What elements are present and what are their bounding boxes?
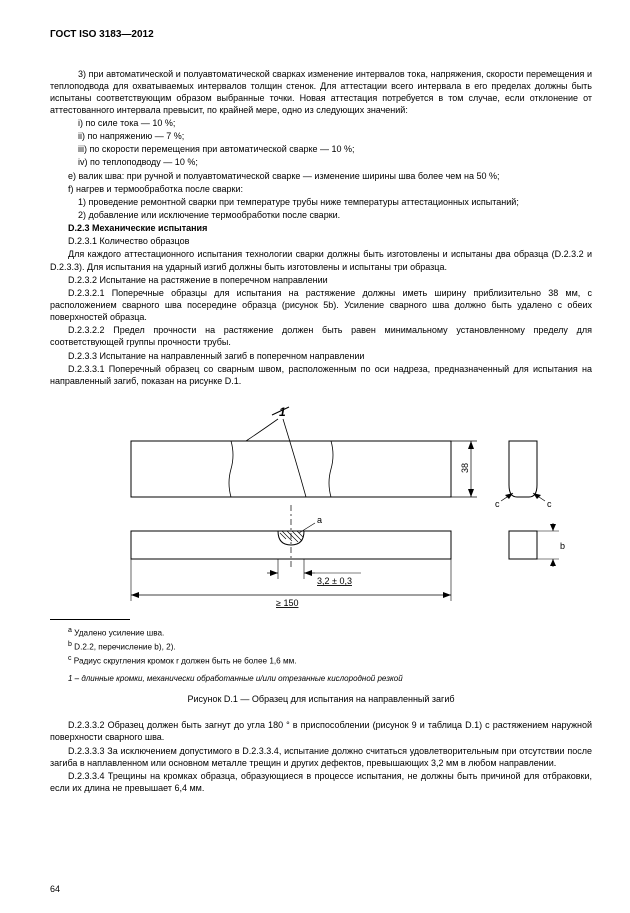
note-a: a Удалено усиление шва. (50, 626, 592, 639)
list-item: i) по силе тока — 10 %; (50, 117, 592, 129)
paragraph: D.2.3.2.2 Предел прочности на растяжение… (50, 324, 592, 348)
paragraph: D.2.3.2.1 Поперечные образцы для испытан… (50, 287, 592, 323)
fig-dim-len: ≥ 150 (276, 598, 298, 608)
fig-dim-tol: 3,2 ± 0,3 (317, 576, 352, 586)
paragraph: D.2.3.3.2 Образец должен быть загнут до … (50, 719, 592, 743)
paragraph: D.2.3.1 Количество образцов (50, 235, 592, 247)
fig-dim-c1: c (495, 499, 500, 509)
list-item: 1) проведение ремонтной сварки при темпе… (50, 196, 592, 208)
fig-side-piece: c c (495, 441, 552, 509)
paragraph: D.2.3.3.3 За исключением допустимого в D… (50, 745, 592, 769)
footnote-rule (50, 619, 130, 620)
fig-dim-38: 38 (460, 463, 470, 473)
fig-dim-c2: c (547, 499, 552, 509)
fig-dim-b: b (560, 541, 565, 551)
paragraph: 3) при автоматической и полуавтоматическ… (50, 68, 592, 117)
paragraph: D.2.3.3 Испытание на направленный загиб … (50, 350, 592, 362)
note-b: b D.2.2, перечисление b), 2). (50, 640, 592, 653)
list-item: 2) добавление или исключение термообрабо… (50, 209, 592, 221)
list-item: iii) по скорости перемещения при автомат… (50, 143, 592, 155)
section-heading: D.2.3 Механические испытания (50, 222, 592, 234)
paragraph: Для каждого аттестационного испытания те… (50, 248, 592, 272)
note-c: c Радиус скругления кромок r должен быть… (50, 654, 592, 667)
paragraph: D.2.3.3.4 Трещины на кромках образца, об… (50, 770, 592, 794)
paragraph: D.2.3.3.1 Поперечный образец со сварным … (50, 363, 592, 387)
figure-d1: 1 38 c c (50, 401, 592, 611)
list-item: ii) по напряжению — 7 %; (50, 130, 592, 142)
page-number: 64 (50, 883, 60, 895)
fig-dim-a: a (317, 515, 322, 525)
figure-legend: 1 – длинные кромки, механически обработа… (50, 674, 592, 685)
fig-top-rect (131, 441, 451, 497)
doc-header: ГОСТ ISO 3183—2012 (50, 28, 592, 42)
paragraph: D.2.3.2 Испытание на растяжение в попере… (50, 274, 592, 286)
paragraph: f) нагрев и термообработка после сварки: (50, 183, 592, 195)
figure-notes: a Удалено усиление шва. b D.2.2, перечис… (50, 626, 592, 666)
page: ГОСТ ISO 3183—2012 3) при автоматической… (0, 0, 630, 913)
list-item: iv) по теплоподводу — 10 %; (50, 156, 592, 168)
paragraph: e) валик шва: при ручной и полуавтоматич… (50, 170, 592, 182)
fig-label-1: 1 (279, 405, 286, 419)
figure-caption: Рисунок D.1 — Образец для испытания на н… (50, 693, 592, 705)
figure-svg: 1 38 c c (71, 401, 571, 611)
